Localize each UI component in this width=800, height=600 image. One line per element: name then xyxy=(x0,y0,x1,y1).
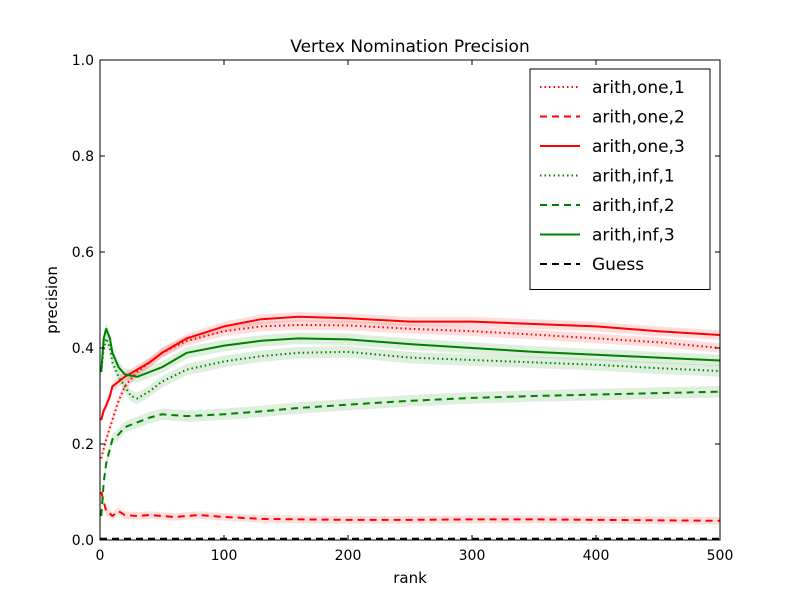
x-tick-label-4: 400 xyxy=(583,548,610,564)
series-line-1 xyxy=(100,491,720,522)
series-line-4 xyxy=(100,390,720,517)
x-tick-label-0: 0 xyxy=(96,548,105,564)
x-axis-label: rank xyxy=(393,569,427,587)
plot-frame xyxy=(99,59,721,541)
legend-label-3: arith,inf,1 xyxy=(592,167,675,187)
series-band-5 xyxy=(101,323,720,383)
x-tick-label-1: 100 xyxy=(211,548,238,564)
confidence-bands xyxy=(101,312,720,525)
y-tick-label-4: 0.8 xyxy=(72,149,94,165)
series-line-5 xyxy=(100,327,720,378)
axis-ticks: 0 100 200 300 400 500 0.0 0.2 0.4 0.6 0.8 1.0 xyxy=(72,53,734,564)
y-tick-label-2: 0.4 xyxy=(72,341,94,357)
series-band-3 xyxy=(101,332,720,405)
y-axis-label: precision xyxy=(43,266,61,334)
y-tick-label-0: 0.0 xyxy=(72,533,94,549)
legend-label-6: Guess xyxy=(592,255,644,275)
chart-title: Vertex Nomination Precision xyxy=(290,37,529,57)
legend-label-1: arith,one,2 xyxy=(592,108,685,128)
legend-label-5: arith,inf,3 xyxy=(592,226,675,246)
x-tick-label-3: 300 xyxy=(459,548,486,564)
y-tick-label-5: 1.0 xyxy=(72,53,94,69)
series-band-1 xyxy=(101,488,720,525)
legend: arith,one,1 arith,one,2 arith,one,3 arith,i… xyxy=(529,68,711,290)
legend-label-0: arith,one,1 xyxy=(592,78,685,98)
y-tick-label-3: 0.6 xyxy=(72,245,94,261)
x-tick-label-5: 500 xyxy=(707,548,734,564)
y-tick-label-1: 0.2 xyxy=(72,437,94,453)
series-line-2 xyxy=(100,315,720,421)
legend-label-2: arith,one,3 xyxy=(592,137,685,157)
legend-label-4: arith,inf,2 xyxy=(592,196,675,216)
series-lines xyxy=(100,315,720,540)
legend-box xyxy=(529,68,711,290)
x-tick-label-2: 200 xyxy=(335,548,362,564)
